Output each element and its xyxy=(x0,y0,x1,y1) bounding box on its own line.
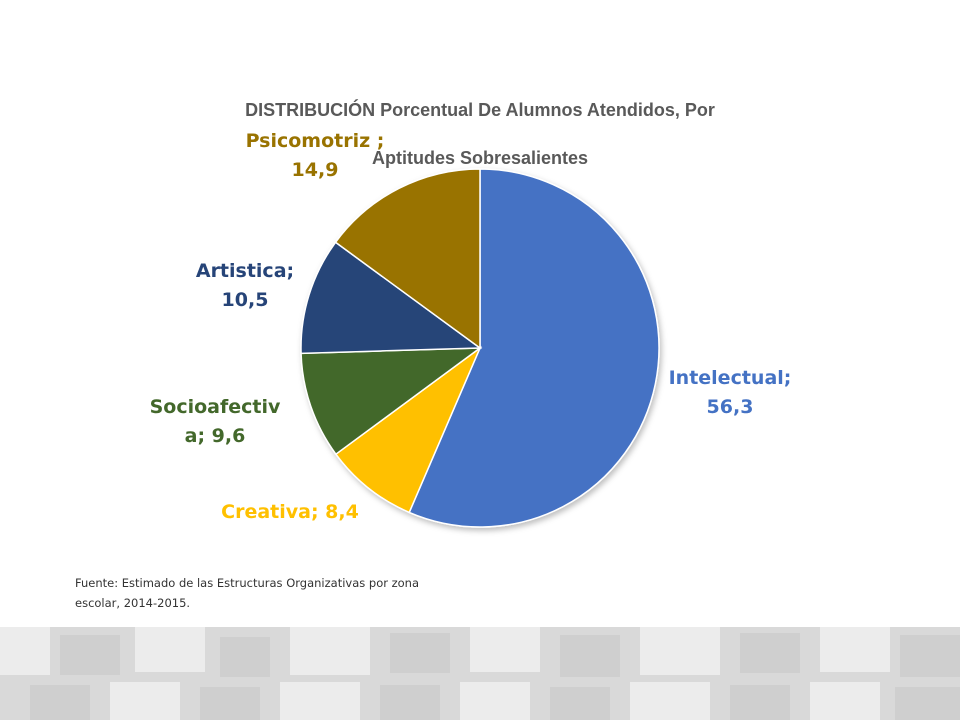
footer-tile xyxy=(740,633,800,673)
label-psicomotriz: Psicomotriz ; 14,9 xyxy=(235,127,395,185)
label-socioafectiva-value: a; 9,6 xyxy=(184,425,246,447)
label-artistica: Artistica; 10,5 xyxy=(180,257,310,315)
label-socioafectiva-name: Socioafectiv xyxy=(149,396,281,418)
label-artistica-name: Artistica; xyxy=(195,260,295,282)
label-creativa-text: Creativa; 8,4 xyxy=(221,501,359,523)
footer-tile xyxy=(200,687,260,720)
footer-tile xyxy=(560,635,620,677)
label-psicomotriz-value: 14,9 xyxy=(291,159,339,181)
label-creativa: Creativa; 8,4 xyxy=(205,498,375,527)
footer-tile xyxy=(60,635,120,675)
footer-tile xyxy=(470,627,540,672)
pie-slice-socioafectiva xyxy=(300,347,483,456)
label-intelectual: Intelectual; 56,3 xyxy=(655,364,805,422)
footer-tile xyxy=(730,685,790,720)
footer-tile xyxy=(390,633,450,673)
pie-slice-creativa xyxy=(334,345,482,514)
chart-title-line-1: DISTRIBUCIÓN Porcentual De Alumnos Atend… xyxy=(245,100,715,120)
footer-tile xyxy=(110,682,180,720)
chart-title-line-2: Aptitudes Sobresalientes xyxy=(371,148,589,168)
source-line-1: Fuente: Estimado de las Estructuras Orga… xyxy=(75,576,420,590)
pie-slice-artistica xyxy=(300,241,483,355)
label-socioafectiva: Socioafectiv a; 9,6 xyxy=(145,393,285,451)
footer-tile xyxy=(380,685,440,720)
footer-tile xyxy=(810,682,880,720)
label-intelectual-value: 56,3 xyxy=(706,396,754,418)
footer-tile xyxy=(550,687,610,720)
footer-tile xyxy=(460,682,530,720)
footer-decoration xyxy=(0,627,960,720)
pie-slice-intelectual xyxy=(408,168,660,528)
footer-tile xyxy=(280,682,360,720)
label-psicomotriz-name: Psicomotriz ; xyxy=(245,130,385,152)
pie-slices xyxy=(300,168,660,528)
footer-tile xyxy=(220,637,270,677)
footer-tile xyxy=(30,685,90,720)
footer-tile xyxy=(290,627,370,675)
label-artistica-value: 10,5 xyxy=(221,289,269,311)
pie-slice-psicomotriz xyxy=(334,168,481,350)
footer-tile xyxy=(0,627,50,675)
chart-title: DISTRIBUCIÓN Porcentual De Alumnos Atend… xyxy=(180,74,780,194)
footer-tile xyxy=(820,627,890,672)
footer-tile xyxy=(900,635,960,677)
footer-tile xyxy=(135,627,205,672)
footer-tile xyxy=(895,687,960,720)
source-line-2: escolar, 2014-2015. xyxy=(75,596,191,610)
footer-tile xyxy=(630,682,710,720)
source-note: Fuente: Estimado de las Estructuras Orga… xyxy=(75,573,445,613)
footer-tile xyxy=(640,627,720,675)
label-intelectual-name: Intelectual; xyxy=(668,367,792,389)
